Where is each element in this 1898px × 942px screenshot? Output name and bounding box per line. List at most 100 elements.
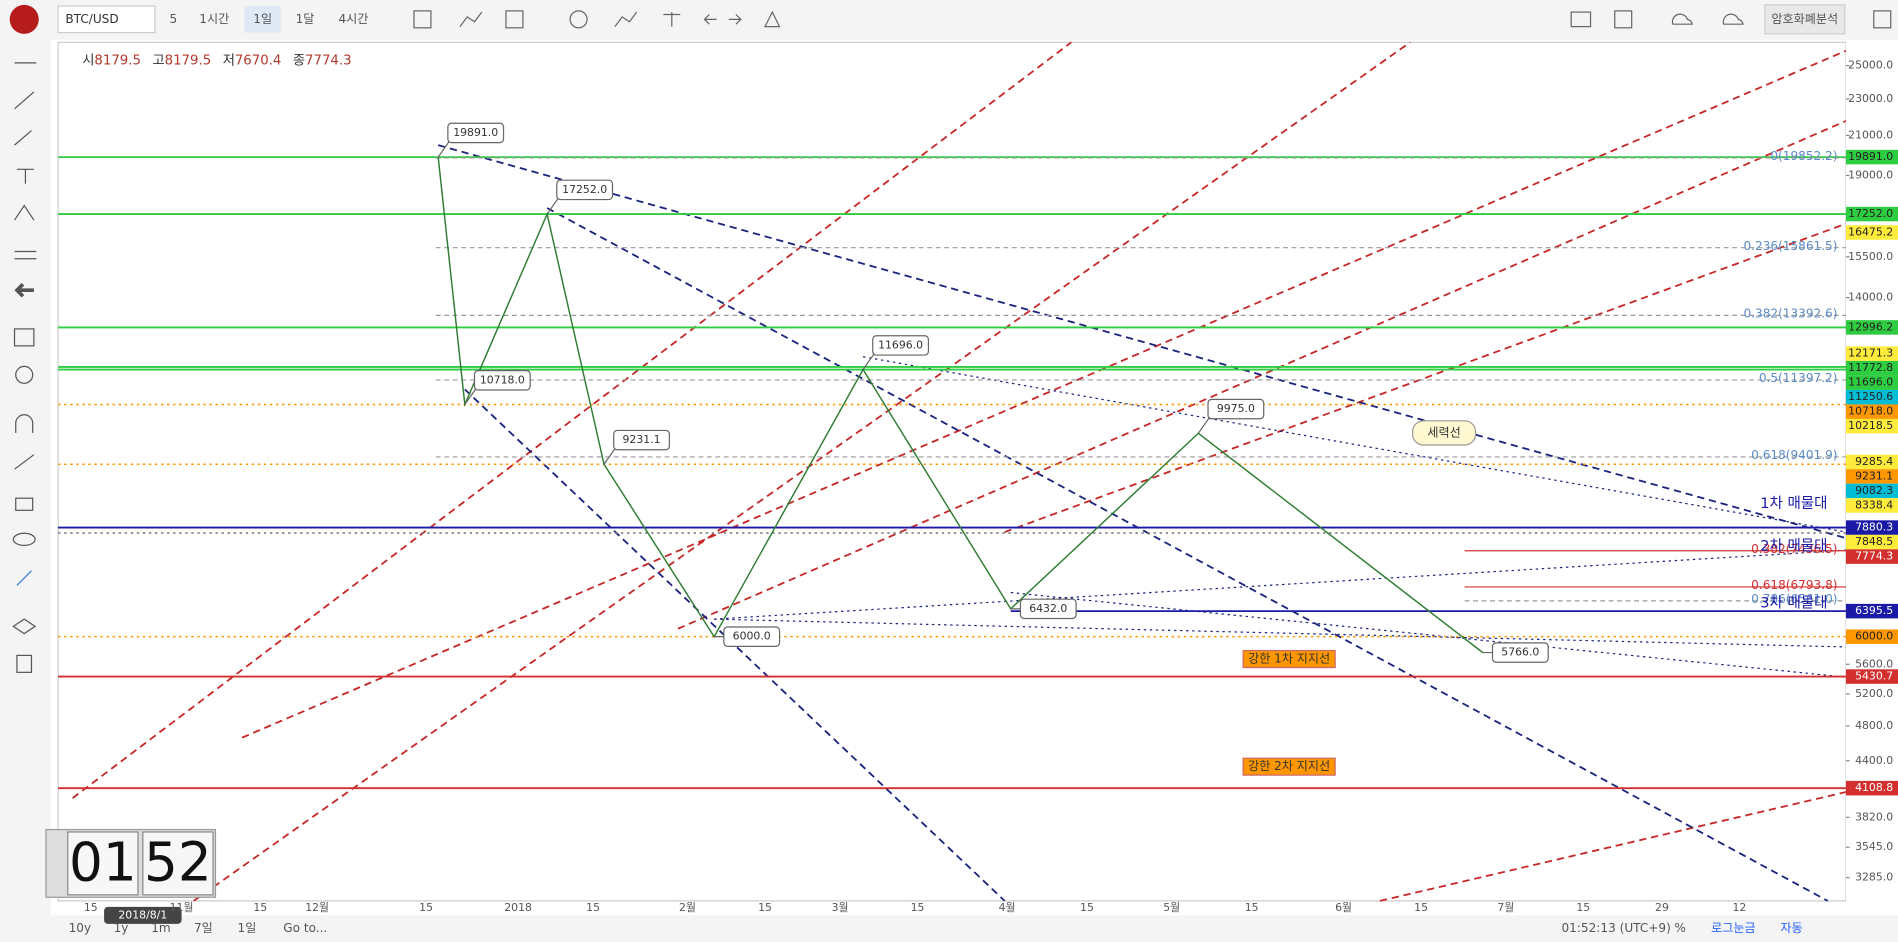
icon[interactable]	[505, 10, 524, 29]
trendline	[546, 207, 1829, 902]
fib-label: 0.5(11397.2)	[1759, 371, 1838, 385]
price-tag-label: 7848.5	[1855, 535, 1893, 548]
pivot-label: 17252.0	[562, 183, 607, 196]
icon[interactable]	[1671, 13, 1693, 25]
price-tag-label: 6000.0	[1855, 630, 1893, 643]
price-tag	[1845, 534, 1898, 550]
analysis-button[interactable]	[1764, 4, 1846, 35]
icon[interactable]	[614, 11, 638, 27]
fib-label: 0.236(15861.5)	[1743, 239, 1837, 253]
icon[interactable]	[12, 618, 37, 635]
annotation-box	[1242, 649, 1336, 669]
icon[interactable]	[663, 12, 681, 27]
price-tag	[1845, 483, 1898, 499]
pivot-label: 9975.0	[1217, 402, 1255, 415]
annotation: 1차 매물대	[1760, 495, 1827, 512]
scale-option[interactable]: 로그눈금	[1711, 921, 1755, 935]
x-tick-label: 6월	[1335, 901, 1352, 914]
interval[interactable]: 5	[169, 12, 177, 26]
x-tick-label: 3월	[832, 901, 849, 914]
icon[interactable]	[16, 570, 32, 586]
ohlc-value: 8179.5	[165, 53, 212, 68]
icon[interactable]	[15, 497, 34, 511]
range-button[interactable]: 7일	[194, 921, 213, 935]
y-tick-label: 15500.0	[1848, 250, 1893, 263]
interval-button[interactable]: 4시간	[338, 12, 368, 26]
range-button[interactable]: 10y	[69, 921, 92, 935]
ohlc-label: 저	[223, 52, 235, 68]
y-tick-label: 4800.0	[1855, 719, 1893, 732]
icon[interactable]	[14, 454, 35, 470]
price-tag-label: 9285.4	[1855, 455, 1893, 468]
icon[interactable]	[1722, 13, 1744, 25]
fib-label: 0.382(7436.5)	[1751, 542, 1837, 556]
symbol[interactable]: BTC/USD	[65, 12, 118, 26]
pivot-box	[723, 626, 781, 647]
flip-card	[142, 831, 214, 896]
price-tag	[1845, 629, 1898, 644]
interval-button[interactable]: 1달	[296, 12, 315, 26]
x-tick-label: 15	[1576, 901, 1590, 914]
price-tag	[1845, 498, 1898, 513]
y-tick-label: 3545.0	[1855, 840, 1893, 853]
icon[interactable]	[12, 532, 36, 546]
icon[interactable]	[14, 204, 35, 221]
price-tag-label: 7774.3	[1855, 550, 1893, 563]
range-button[interactable]: 1y	[114, 921, 129, 935]
icon[interactable]	[1873, 10, 1892, 29]
range-button[interactable]: 1일	[238, 921, 257, 935]
pivot-box	[1019, 598, 1077, 620]
price-tag-label: 8338.4	[1855, 498, 1893, 511]
price-tag-label: 10218.5	[1848, 419, 1893, 432]
trendline	[1004, 222, 1847, 533]
icon[interactable]	[16, 168, 34, 184]
interval-button[interactable]: 1시간	[199, 12, 229, 26]
fib-label: 0.618(9401.9)	[1751, 448, 1837, 462]
trendline	[72, 41, 1072, 799]
icon[interactable]	[703, 14, 717, 25]
fib-label: 0.382(13392.6)	[1743, 307, 1837, 321]
range-button[interactable]: 1m	[151, 921, 170, 935]
icon[interactable]	[728, 14, 742, 25]
annotation-bubble	[1412, 420, 1477, 446]
x-tick-label: 15	[1245, 901, 1259, 914]
ohlc-value: 8179.5	[94, 53, 141, 68]
goto-button[interactable]: Go to...	[283, 921, 327, 935]
icon[interactable]	[1570, 11, 1592, 28]
pivot-label: 6000.0	[733, 630, 771, 643]
icon[interactable]	[16, 654, 33, 673]
icon[interactable]	[15, 365, 34, 384]
icon[interactable]	[14, 130, 32, 146]
logo[interactable]	[9, 4, 39, 34]
ohlc-label: 고	[153, 53, 165, 68]
icon[interactable]	[569, 10, 588, 29]
price-tag	[1845, 389, 1898, 405]
price-tag-label: 17252.0	[1848, 207, 1893, 220]
y-tick-label: 5200.0	[1855, 687, 1893, 700]
scale-option[interactable]: %	[1674, 921, 1685, 935]
icon[interactable]	[14, 282, 34, 298]
icon[interactable]	[764, 10, 781, 28]
icon[interactable]	[15, 414, 34, 433]
icon[interactable]	[14, 250, 37, 260]
toolbar-icons	[413, 10, 1892, 29]
price-tag	[1845, 669, 1898, 684]
icon[interactable]	[1614, 10, 1633, 29]
annotation: 강한 2차 지지선	[1248, 759, 1330, 773]
y-tick-label: 3285.0	[1855, 871, 1893, 884]
analysis-label[interactable]: 암호화폐분석	[1771, 12, 1838, 26]
top-toolbar	[0, 0, 1898, 40]
interval-button[interactable]: 1일	[253, 12, 272, 26]
icon[interactable]	[13, 328, 35, 347]
price-tag	[1845, 780, 1898, 796]
icon[interactable]	[413, 10, 432, 29]
scale-option[interactable]: 자동	[1780, 921, 1802, 935]
price-tag	[1845, 206, 1898, 222]
icon[interactable]	[459, 11, 483, 27]
pivot-label: 11696.0	[878, 338, 923, 351]
dotted-lines	[714, 356, 1847, 678]
icon[interactable]	[14, 91, 35, 110]
price-tag	[1845, 360, 1898, 376]
symbol-box[interactable]	[57, 5, 156, 34]
